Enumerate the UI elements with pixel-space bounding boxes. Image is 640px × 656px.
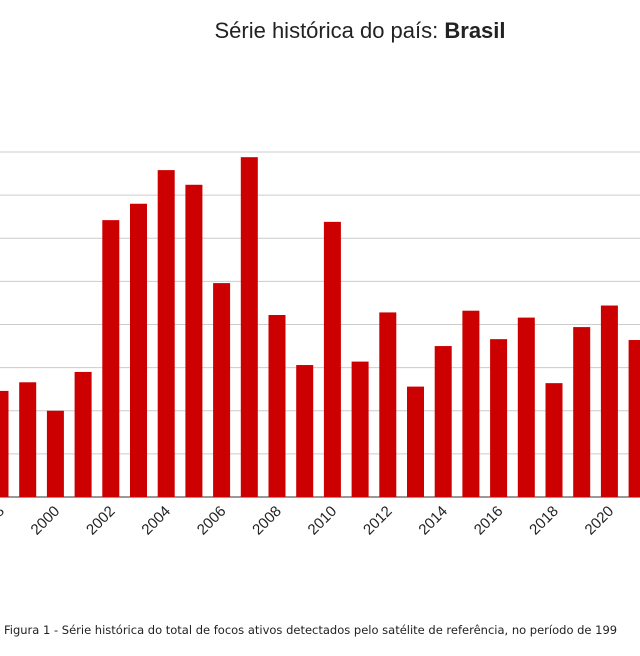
- bar: [185, 184, 203, 497]
- x-tick-label: 1998: [0, 503, 8, 539]
- x-tick-label: 2000: [28, 503, 64, 539]
- chart-title: Série histórica do país: Brasil: [214, 18, 505, 43]
- bar: [600, 305, 618, 497]
- bar: [213, 283, 231, 497]
- bar: [296, 365, 314, 497]
- bar: [573, 327, 591, 497]
- bar: [545, 383, 563, 497]
- x-tick-label: 2008: [249, 503, 285, 539]
- bar: [462, 310, 480, 497]
- bar: [19, 382, 37, 497]
- bar: [130, 203, 147, 497]
- bar: [434, 346, 452, 497]
- bar: [407, 386, 424, 497]
- x-tick-label: 2006: [194, 503, 230, 539]
- x-tick-label: 2020: [582, 503, 618, 539]
- bar: [157, 170, 175, 498]
- x-tick-label: 2014: [415, 503, 451, 539]
- title-text: Série histórica do país:: [214, 18, 444, 43]
- title-country: Brasil: [444, 18, 505, 43]
- bar: [351, 361, 369, 497]
- bar: [0, 390, 9, 497]
- bar: [517, 317, 535, 497]
- x-tick-label: 2018: [526, 503, 562, 539]
- bar: [490, 339, 508, 497]
- bar: [323, 221, 341, 498]
- x-tick-label: 2016: [471, 503, 507, 539]
- bar: [46, 410, 64, 497]
- x-tick-label: 2010: [305, 503, 341, 539]
- bar: [379, 312, 397, 497]
- bar: [268, 315, 286, 497]
- bar: [240, 157, 258, 498]
- caption: Figura 1 - Série histórica do total de f…: [4, 623, 617, 637]
- x-tick-label: 2004: [138, 503, 174, 539]
- bar: [74, 371, 92, 497]
- bar: [102, 220, 120, 497]
- bar: [628, 340, 640, 497]
- x-tick-label: 2002: [83, 503, 119, 539]
- x-tick-label: 2012: [360, 503, 396, 539]
